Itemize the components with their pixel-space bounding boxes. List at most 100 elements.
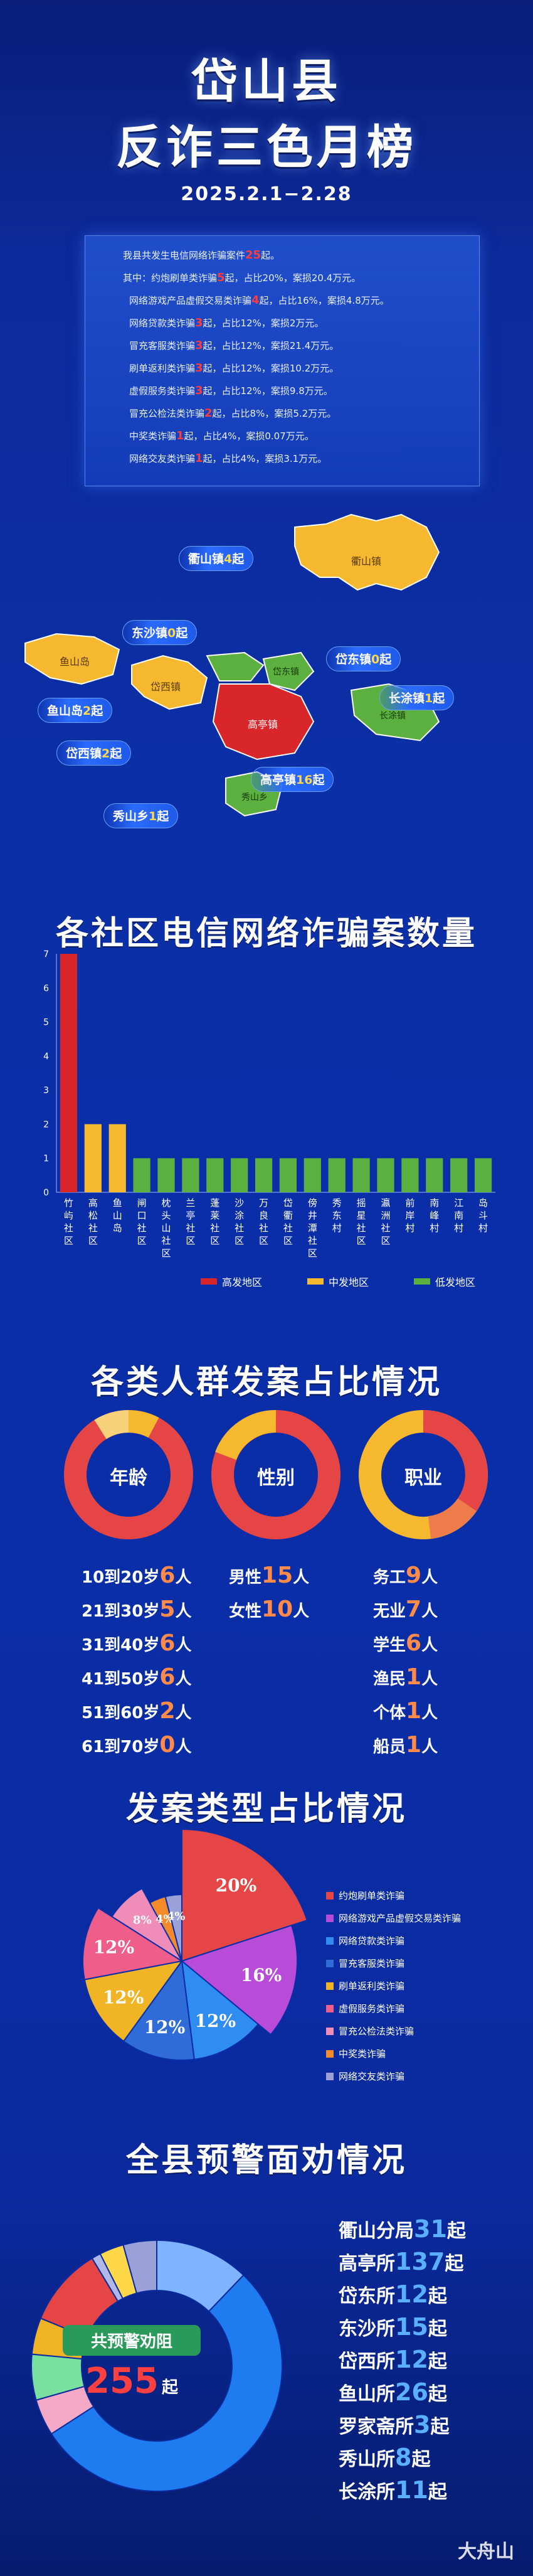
bar-8 xyxy=(255,1158,273,1192)
daixi-island xyxy=(131,655,208,710)
x-tick-label: 枕头山社区 xyxy=(161,1197,171,1259)
types-pie-chart: 20%16%12%12%12%12%8% 4%4% xyxy=(82,1828,308,2061)
bar-11 xyxy=(328,1158,346,1192)
xiushan-map-text: 秀山乡 xyxy=(241,793,268,803)
gaoting-island xyxy=(212,683,315,761)
demo-row: 61到70岁0人 xyxy=(82,1732,192,1758)
dongsha-island xyxy=(206,651,265,681)
demo-row: 31到40岁6人 xyxy=(82,1630,192,1656)
demo-row: 10到20岁6人 xyxy=(82,1563,192,1588)
legend-label: 中发地区 xyxy=(329,1276,369,1288)
summary-line: 网络贷款类诈骗3起，占比12%，案损2万元。 xyxy=(129,316,324,329)
warning-center-label: 共预警劝阻 xyxy=(63,2325,201,2356)
warning-row: 高亭所137起 xyxy=(339,2248,464,2275)
summary-line: 冒充公检法类诈骗2起，占比8%，案损5.2万元。 xyxy=(129,407,337,420)
type-legend-item: 冒充客服类诈骗 xyxy=(326,1957,404,1970)
bar-0 xyxy=(60,954,78,1192)
summary-line: 网络游戏产品虚假交易类诈骗4起，占比16%，案损4.8万元。 xyxy=(129,294,389,307)
demo-row: 个体1人 xyxy=(373,1698,438,1724)
pie-slice-label: 16% xyxy=(241,1965,282,1985)
age-donut xyxy=(64,1410,193,1539)
bar-4 xyxy=(157,1158,175,1192)
pie-slice-8 xyxy=(164,1893,182,1962)
changtu-map-text: 长涂镇 xyxy=(379,711,406,721)
type-legend-item: 中奖类诈骗 xyxy=(326,2047,386,2060)
x-tick-label: 蓬莱社区 xyxy=(210,1197,219,1246)
footer-logo: 大舟山 xyxy=(458,2541,514,2563)
type-legend-label: 网络交友类诈骗 xyxy=(339,2071,405,2082)
hengshan-island xyxy=(294,513,440,591)
warning-row: 长涂所11起 xyxy=(339,2476,447,2504)
warning-row: 鱼山所26起 xyxy=(339,2378,447,2406)
x-tick-label: 竹屿社区 xyxy=(64,1197,73,1246)
bar-17 xyxy=(474,1158,492,1192)
y-tick-label: 1 xyxy=(43,1154,49,1164)
bar-16 xyxy=(450,1158,468,1192)
gender-donut-label: 性别 xyxy=(257,1467,295,1489)
warning-row: 罗家斋所3起 xyxy=(339,2411,450,2439)
summary-line: 刷单返利类诈骗3起，占比12%，案损10.2万元。 xyxy=(129,361,339,375)
demo-row: 无业7人 xyxy=(373,1596,438,1622)
bar-1 xyxy=(84,1124,102,1192)
warning-title: 全县预警面劝情况 xyxy=(125,2142,407,2179)
bar-2 xyxy=(108,1124,126,1192)
map-label-daixi: 岱西镇2起 xyxy=(56,740,132,766)
hengshan-map-text: 衢山镇 xyxy=(351,555,381,567)
warning-row: 岱东所12起 xyxy=(339,2280,447,2308)
warning-row: 秀山所8起 xyxy=(339,2444,431,2471)
bar-13 xyxy=(377,1158,394,1192)
y-tick-label: 3 xyxy=(43,1086,49,1096)
legend-swatch xyxy=(201,1278,217,1285)
pie-slice-1 xyxy=(180,1924,298,2036)
demographics-title: 各类人群发案占比情况 xyxy=(90,1364,442,1401)
pie-slice-4 xyxy=(83,1960,184,2043)
type-legend-label: 虚假服务类诈骗 xyxy=(339,2003,405,2014)
legend-swatch xyxy=(414,1278,430,1285)
summary-line: 我县共发生电信网络诈骗案件25起。 xyxy=(123,249,280,262)
bar-chart-legend: 高发地区 中发地区 低发地区 xyxy=(201,1274,514,1293)
x-tick-label: 万良社区 xyxy=(259,1197,268,1246)
warning-row: 岱西所12起 xyxy=(339,2346,447,2373)
bar-5 xyxy=(182,1158,199,1192)
type-legend-item: 刷单返利类诈骗 xyxy=(326,1979,404,1992)
summary-line: 网络交友类诈骗1起，占比4%，案损3.1万元。 xyxy=(129,452,327,465)
y-tick-label: 4 xyxy=(43,1052,49,1062)
map-label-xiushan: 秀山乡1起 xyxy=(103,803,179,828)
pie-slice-label: 12% xyxy=(144,2017,186,2038)
x-tick-label: 江南村 xyxy=(454,1197,463,1234)
demo-row: 船员1人 xyxy=(373,1732,438,1758)
x-tick-label: 摇星社区 xyxy=(357,1197,366,1246)
type-legend-label: 约炮刷单类诈骗 xyxy=(339,1890,405,1901)
type-legend-swatch xyxy=(326,1914,334,1922)
type-legend-label: 冒充公检法类诈骗 xyxy=(339,2026,414,2037)
legend-low: 低发地区 xyxy=(414,1274,475,1289)
district-map: 衢山镇 鱼山岛 岱西镇 岱东镇 高亭镇 长涂镇 秀山乡 xyxy=(24,513,440,817)
demo-row: 男性15人 xyxy=(229,1563,310,1588)
type-legend-swatch xyxy=(326,1891,334,1900)
summary-line: 虚假服务类诈骗3起，占比12%，案损9.8万元。 xyxy=(129,384,333,397)
type-legend-label: 网络贷款类诈骗 xyxy=(339,1935,405,1947)
x-tick-label: 南峰村 xyxy=(430,1197,439,1234)
ring-segment-8 xyxy=(122,2239,157,2294)
pie-slice-3 xyxy=(122,1959,195,2061)
y-tick-label: 5 xyxy=(43,1018,49,1028)
pie-slice-label: 4% xyxy=(167,1910,186,1923)
community-bar-chart: 0 1 2 3 4 5 6 7 竹屿社区 高松社区 鱼山岛 闸口社区 枕头山社区 兰亭社区 蓬莱社区 沙涂社区… xyxy=(43,949,495,1259)
bar-12 xyxy=(352,1158,370,1192)
pie-slice-label: 12% xyxy=(194,2011,236,2031)
type-legend-item: 虚假服务类诈骗 xyxy=(326,2002,404,2015)
x-tick-label: 瀛洲社区 xyxy=(381,1197,390,1246)
ring-segment-1 xyxy=(50,2274,283,2492)
type-legend-item: 约炮刷单类诈骗 xyxy=(326,1889,404,1902)
pie-slice-2 xyxy=(181,1959,260,2060)
demo-row: 渔民1人 xyxy=(373,1664,438,1690)
yushan-island xyxy=(24,633,120,685)
page-title-line1: 岱山县 xyxy=(191,55,342,109)
bar-3 xyxy=(133,1158,150,1192)
legend-label: 低发地区 xyxy=(435,1276,476,1288)
type-legend-label: 冒充客服类诈骗 xyxy=(339,1958,405,1969)
job-donut-label: 职业 xyxy=(404,1467,442,1489)
x-tick-label: 沙涂社区 xyxy=(235,1197,244,1246)
pie-slice-0 xyxy=(181,1828,308,1962)
bar-6 xyxy=(206,1158,224,1192)
